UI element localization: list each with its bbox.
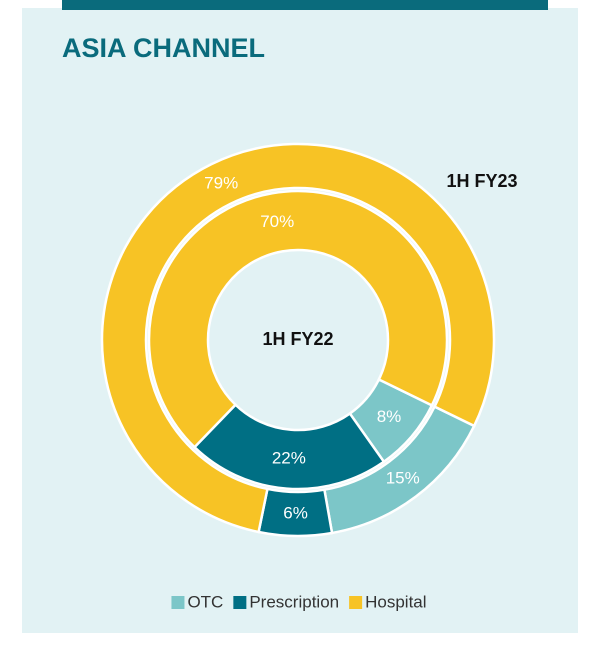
donut-segment [147,189,449,449]
chart-title: ASIA CHANNEL [62,33,265,63]
donut-segment [100,142,496,534]
ring-label: 1H FY23 [446,171,517,191]
data-label: 15% [386,468,420,487]
legend-swatch [171,596,185,609]
data-label: 79% [204,173,238,192]
legend-swatch [349,596,363,609]
donut-segment [192,402,386,491]
data-label: 22% [272,449,306,468]
legend-label: Hospital [365,592,426,611]
legend-label: Prescription [249,592,339,611]
data-label: 6% [283,503,308,522]
data-label: 8% [377,407,402,426]
data-label: 70% [260,212,294,231]
top-bar [62,0,548,10]
center-label: 1H FY22 [262,329,333,349]
legend-label: OTC [187,592,223,611]
legend-swatch [233,596,247,609]
